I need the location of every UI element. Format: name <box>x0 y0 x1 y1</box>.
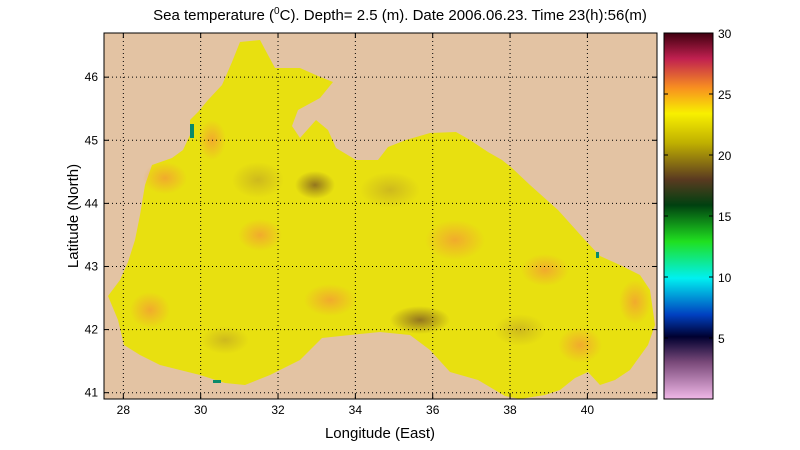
colorbar-tick-label: 15 <box>718 210 732 224</box>
y-tick-label: 46 <box>85 70 99 84</box>
x-tick-label: 38 <box>503 403 517 417</box>
sea-temperature-field <box>108 40 655 399</box>
x-axis-ticks: 28 30 32 34 36 38 40 <box>117 33 595 417</box>
colorbar-tick-label: 30 <box>718 27 732 41</box>
x-axis-label: Longitude (East) <box>325 425 435 442</box>
y-tick-label: 45 <box>85 133 99 147</box>
colorbar-tick-label: 10 <box>718 271 732 285</box>
colorbar <box>663 32 714 400</box>
x-tick-label: 28 <box>117 403 131 417</box>
y-tick-label: 43 <box>85 259 99 273</box>
x-tick-label: 40 <box>581 403 595 417</box>
x-tick-label: 34 <box>349 403 363 417</box>
map-title: Sea temperature (0C). Depth= 2.5 (m). Da… <box>153 6 647 24</box>
colorbar-tick-label: 20 <box>718 149 732 163</box>
y-tick-label: 41 <box>85 386 99 400</box>
y-axis-label: Latitude (North) <box>65 164 82 268</box>
x-tick-label: 30 <box>194 403 208 417</box>
temperature-anomalies <box>130 120 651 363</box>
y-axis-ticks: 41 42 43 44 45 46 <box>85 70 657 400</box>
y-tick-label: 44 <box>85 196 99 210</box>
x-tick-label: 36 <box>426 403 440 417</box>
x-tick-label: 32 <box>271 403 285 417</box>
y-tick-label: 42 <box>85 323 99 337</box>
colorbar-tick-label: 25 <box>718 88 732 102</box>
grid-lines <box>104 33 657 399</box>
plot-frame <box>103 32 658 400</box>
colorbar-ticks: 5 10 15 20 25 30 <box>664 27 732 346</box>
colorbar-tick-label: 5 <box>718 332 725 346</box>
coastal-cold-pixels <box>190 124 599 383</box>
